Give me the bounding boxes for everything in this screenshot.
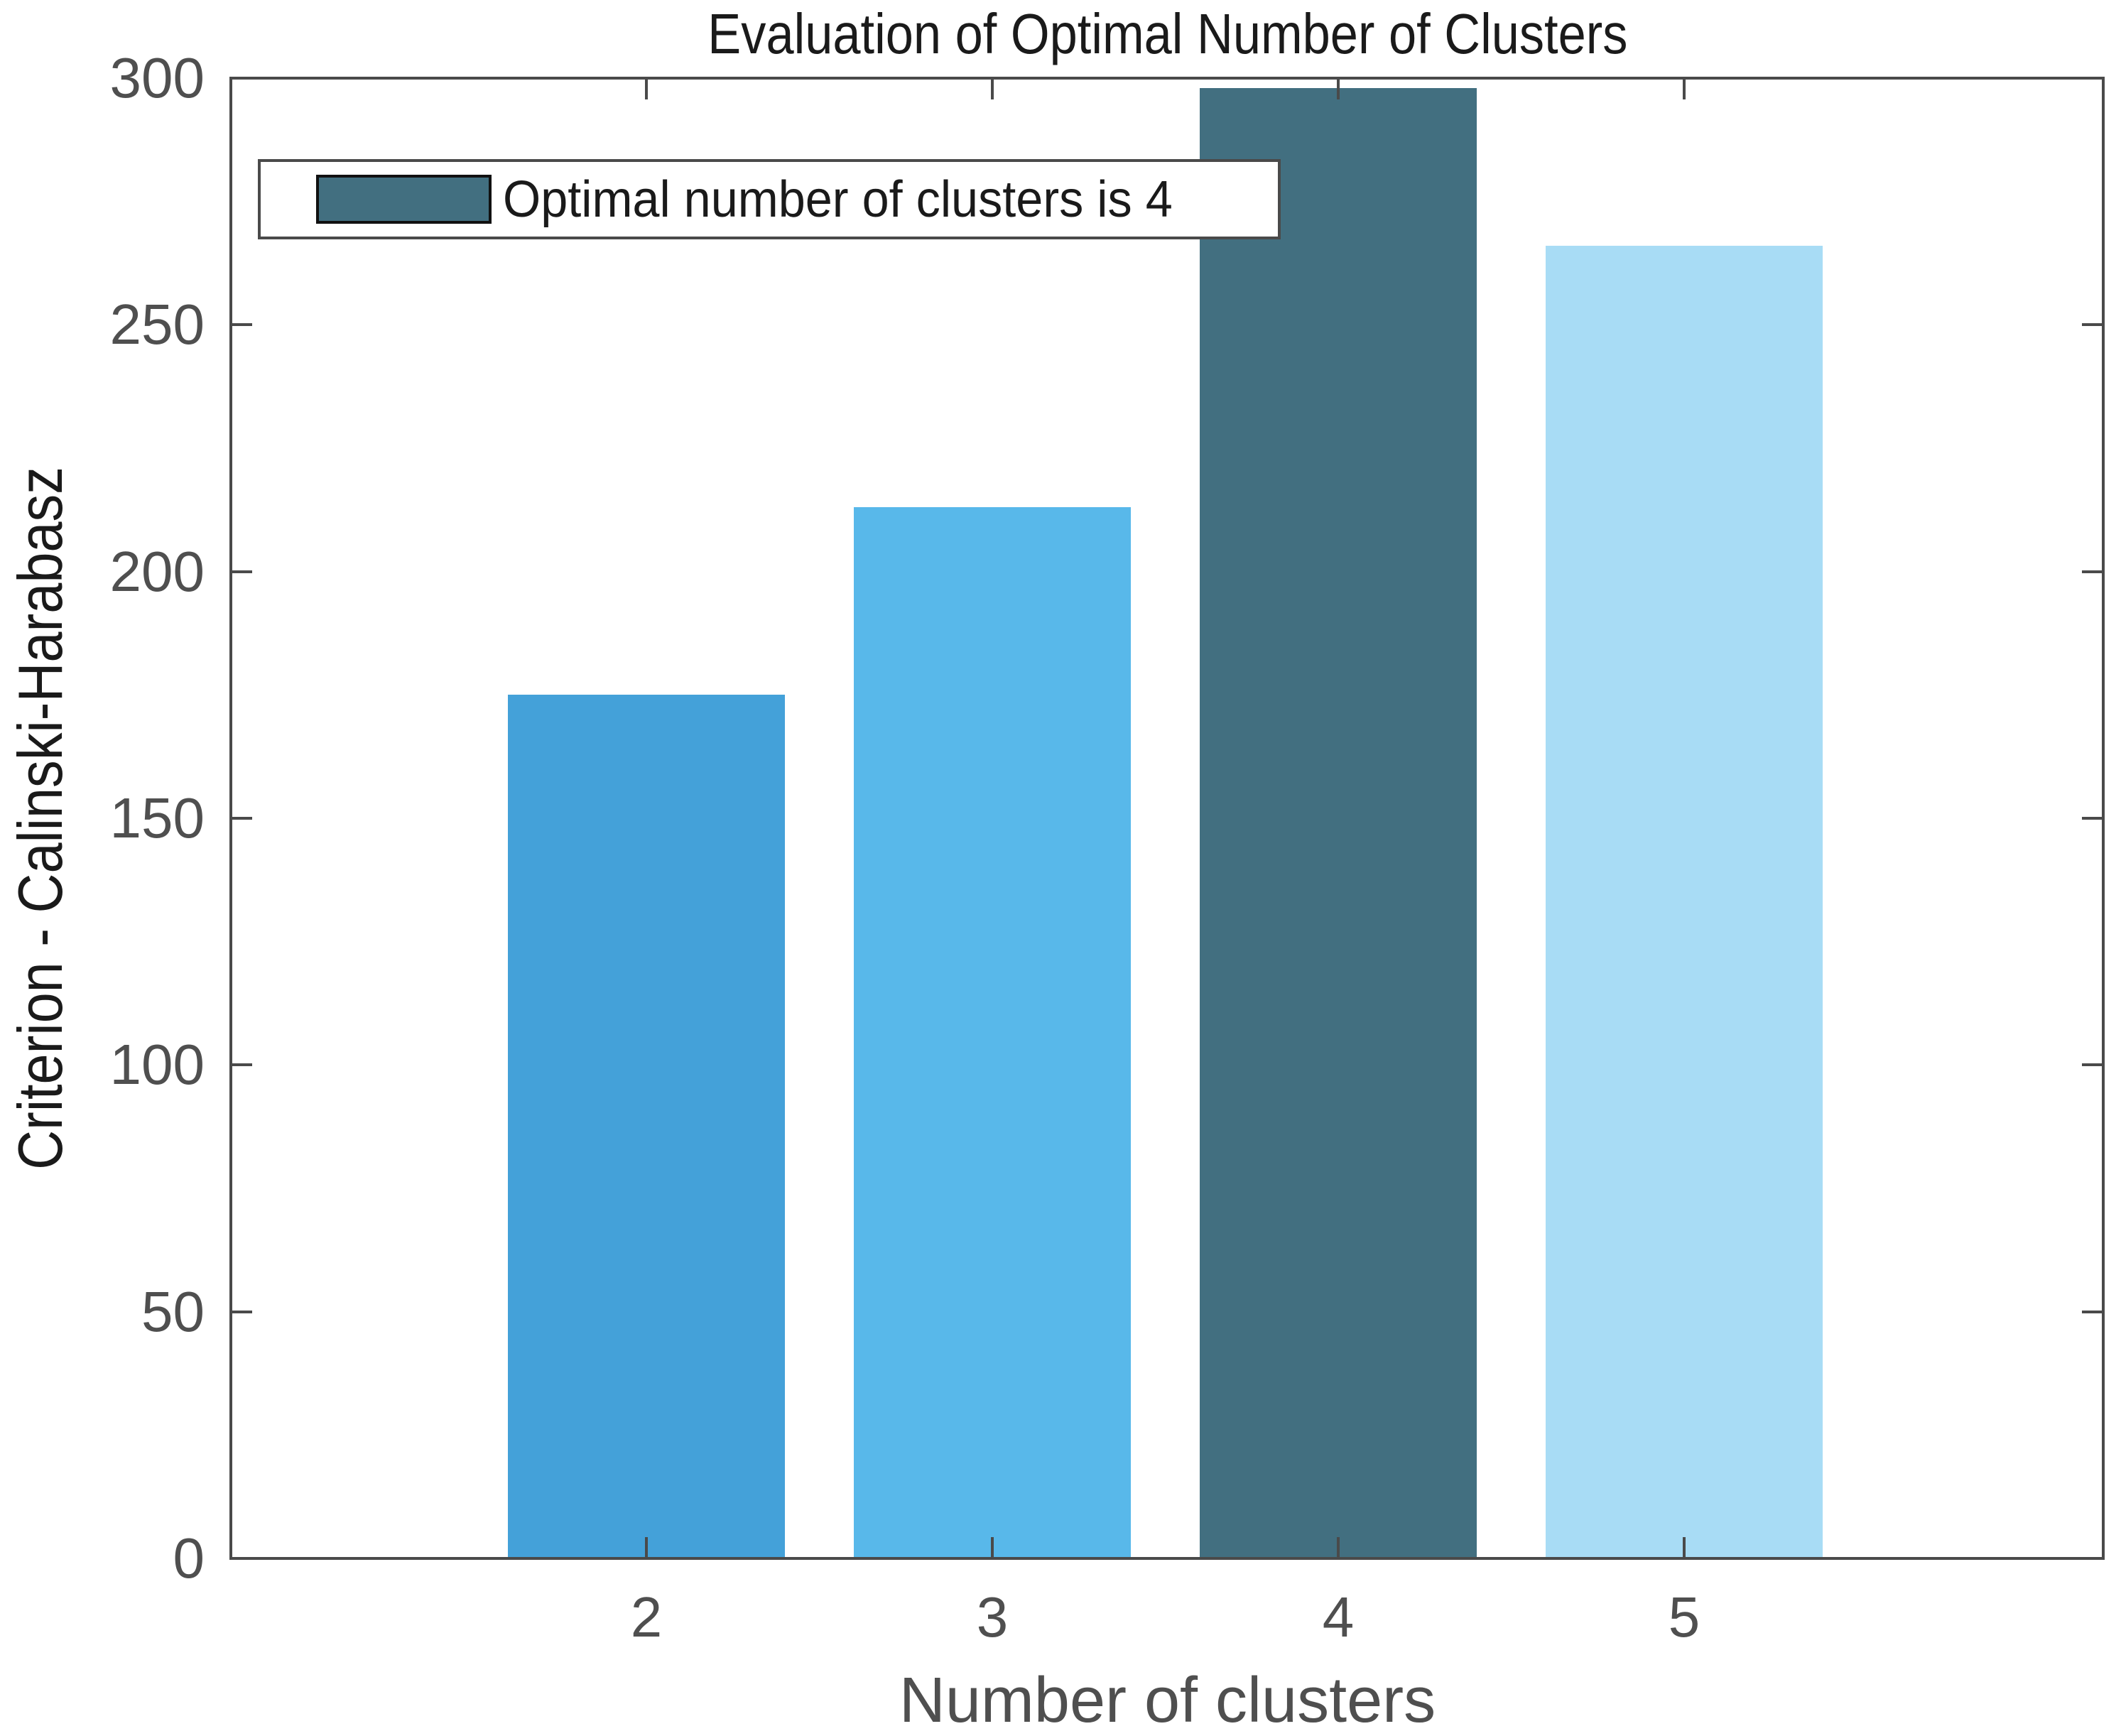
x-tick-bottom-5 xyxy=(1683,1537,1686,1557)
y-tick-right-200 xyxy=(2082,570,2102,573)
x-tick-label-2: 2 xyxy=(630,1585,663,1649)
y-tick-right-0 xyxy=(2082,1557,2102,1560)
y-tick-label-100: 100 xyxy=(109,1033,205,1097)
y-tick-label-300: 300 xyxy=(109,46,205,109)
y-tick-left-100 xyxy=(232,1063,252,1067)
y-tick-right-250 xyxy=(2082,323,2102,327)
y-tick-label-250: 250 xyxy=(109,293,205,357)
bar-5-clusters xyxy=(1546,246,1823,1558)
x-tick-label-5: 5 xyxy=(1668,1585,1700,1649)
legend-swatch xyxy=(316,175,492,224)
y-tick-right-300 xyxy=(2082,77,2102,80)
y-tick-label-50: 50 xyxy=(141,1279,205,1343)
y-tick-label-0: 0 xyxy=(173,1526,205,1590)
x-tick-bottom-2 xyxy=(645,1537,648,1557)
chart-title: Evaluation of Optimal Number of Clusters xyxy=(229,0,2105,68)
x-tick-label-3: 3 xyxy=(976,1585,1009,1649)
y-tick-left-50 xyxy=(232,1310,252,1313)
x-tick-top-3 xyxy=(991,80,994,99)
y-tick-left-300 xyxy=(232,77,252,80)
x-tick-top-4 xyxy=(1337,80,1340,99)
x-tick-top-2 xyxy=(645,80,648,99)
y-tick-label-200: 200 xyxy=(109,539,205,603)
y-tick-left-150 xyxy=(232,817,252,820)
x-axis-label: Number of clusters xyxy=(899,1665,1436,1736)
x-tick-bottom-3 xyxy=(991,1537,994,1557)
chart-title-text: Evaluation of Optimal Number of Clusters xyxy=(707,2,1628,65)
y-tick-left-250 xyxy=(232,323,252,327)
y-tick-right-50 xyxy=(2082,1310,2102,1313)
x-tick-label-4: 4 xyxy=(1322,1585,1355,1649)
x-tick-bottom-4 xyxy=(1337,1537,1340,1557)
legend: Optimal number of clusters is 4 xyxy=(258,159,1281,239)
bar-3-clusters xyxy=(854,507,1131,1558)
bar-2-clusters xyxy=(508,695,785,1558)
y-tick-label-150: 150 xyxy=(109,786,205,850)
y-tick-right-100 xyxy=(2082,1063,2102,1067)
legend-label: Optimal number of clusters is 4 xyxy=(503,170,1173,228)
bar-4-clusters xyxy=(1200,87,1477,1558)
y-tick-left-0 xyxy=(232,1557,252,1560)
y-tick-right-150 xyxy=(2082,817,2102,820)
y-tick-left-200 xyxy=(232,570,252,573)
x-tick-top-5 xyxy=(1683,80,1686,99)
